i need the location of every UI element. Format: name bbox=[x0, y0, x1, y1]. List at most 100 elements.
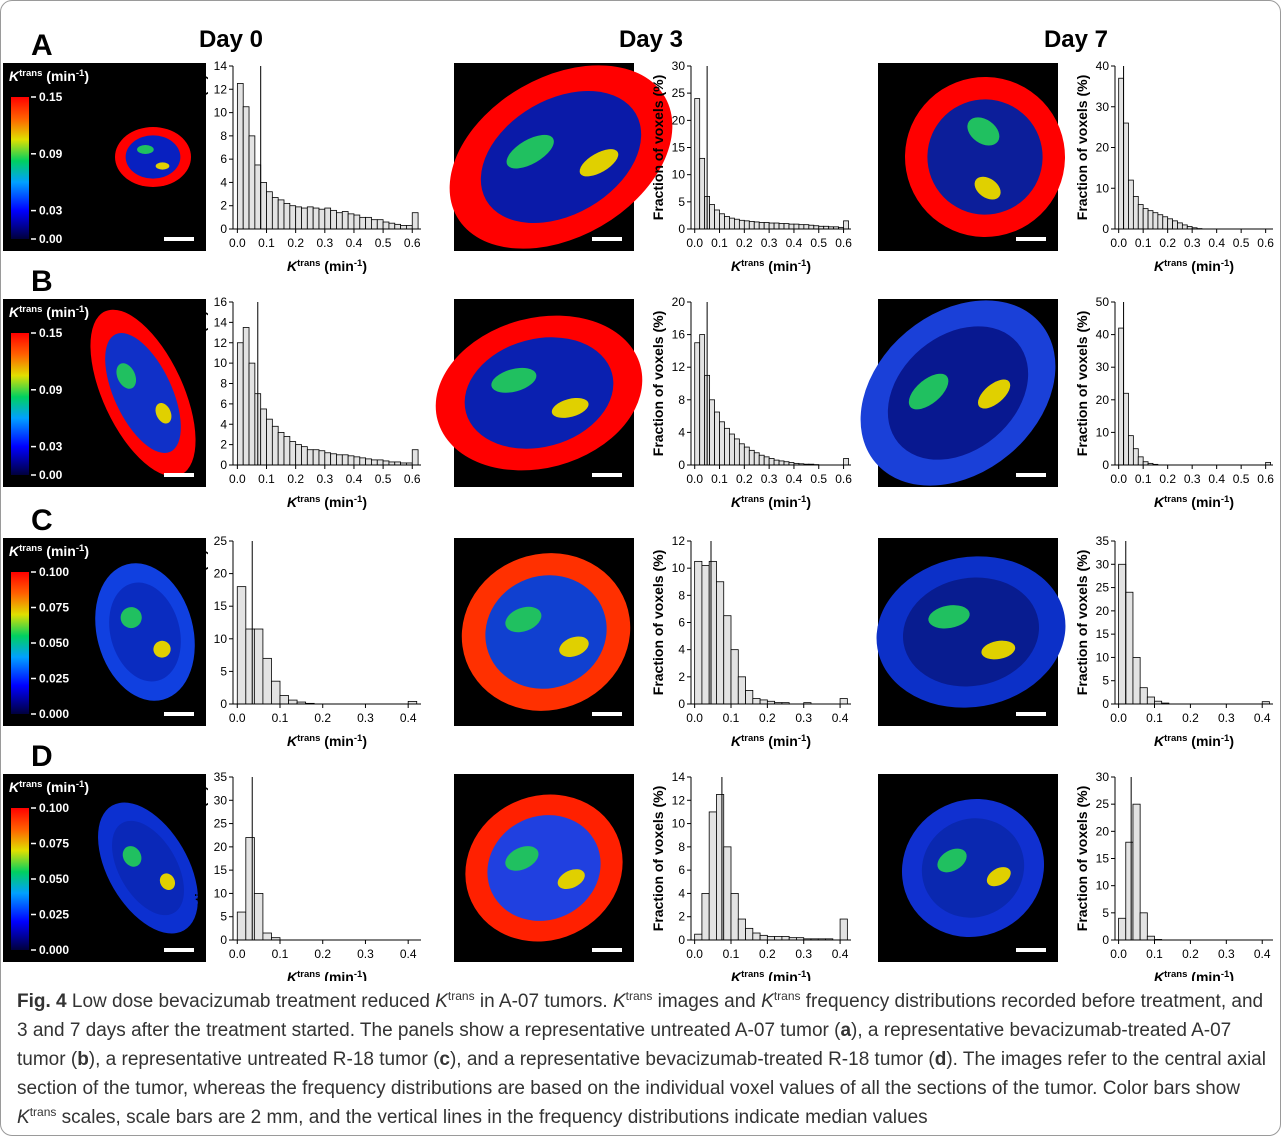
label-part: ) bbox=[84, 68, 89, 84]
x-tick-label: 0.6 bbox=[835, 472, 852, 486]
x-tick-label: 0.5 bbox=[810, 236, 827, 250]
bar bbox=[748, 449, 755, 466]
x-tick-label: 0.3 bbox=[795, 711, 812, 725]
x-tick-label: 0.0 bbox=[229, 947, 246, 961]
y-tick-label: 10 bbox=[1096, 879, 1110, 893]
bar bbox=[1177, 222, 1183, 230]
x-tick-label: 0.2 bbox=[287, 236, 304, 250]
label-part: ) bbox=[806, 258, 811, 274]
label-part: (min bbox=[42, 304, 75, 320]
caption-text: K bbox=[761, 991, 774, 1012]
bar bbox=[759, 699, 768, 705]
caption-text: d bbox=[934, 1049, 947, 1070]
x-tick-label: 0.0 bbox=[229, 711, 246, 725]
tumor-spot bbox=[122, 846, 142, 867]
bar bbox=[719, 213, 725, 230]
bar bbox=[324, 452, 332, 466]
label-part: trans bbox=[19, 304, 42, 315]
colorbar-tick-label: 0.025 bbox=[39, 672, 69, 686]
bar bbox=[245, 837, 255, 941]
x-tick-label: 0.4 bbox=[1208, 472, 1225, 486]
bar bbox=[371, 459, 378, 466]
x-tick-label: 0.1 bbox=[1135, 472, 1152, 486]
tumor-core bbox=[927, 99, 1043, 215]
bar bbox=[283, 202, 291, 230]
bar bbox=[752, 932, 761, 941]
y-tick-label: 15 bbox=[214, 599, 228, 613]
y-tick-label: 0 bbox=[1102, 933, 1109, 947]
bar bbox=[743, 446, 750, 466]
y-axis-label: Fraction of voxels (%) bbox=[1074, 786, 1090, 931]
x-tick-label: 0.1 bbox=[1135, 236, 1152, 250]
y-tick-label: 14 bbox=[672, 770, 686, 784]
x-tick-label: 0.4 bbox=[346, 472, 363, 486]
colorbar-tick-label: 0.03 bbox=[39, 440, 63, 454]
bar bbox=[708, 560, 717, 705]
y-tick-label: 12 bbox=[672, 534, 686, 548]
tumor-core bbox=[487, 815, 601, 921]
y-axis-label: Fraction of voxels (%) bbox=[192, 786, 208, 931]
bar bbox=[262, 657, 272, 705]
label-part: K bbox=[1154, 733, 1165, 749]
tumor-core bbox=[105, 333, 181, 453]
bar bbox=[266, 418, 273, 466]
label-part: trans bbox=[741, 733, 764, 744]
x-axis-label: Ktrans (min-1) bbox=[287, 258, 367, 275]
x-tick-label: 0.2 bbox=[736, 472, 753, 486]
y-axis-label: Fraction of voxels (%) bbox=[1074, 550, 1090, 695]
caption-text: Low dose bevacizumab treatment reduced bbox=[66, 991, 436, 1012]
bar bbox=[295, 444, 302, 466]
bar bbox=[753, 452, 760, 466]
bar bbox=[253, 893, 264, 941]
bar bbox=[716, 581, 725, 705]
x-tick-label: 0.2 bbox=[314, 711, 331, 725]
caption-text: ), a representative untreated R-18 tumor… bbox=[88, 1049, 440, 1070]
x-tick-label: 0.0 bbox=[1110, 236, 1127, 250]
bar bbox=[1162, 216, 1169, 230]
bar bbox=[245, 628, 255, 705]
bar bbox=[808, 224, 815, 230]
bar bbox=[236, 83, 244, 230]
y-tick-label: 25 bbox=[1096, 797, 1110, 811]
bar bbox=[694, 98, 701, 230]
panel-label: A bbox=[31, 29, 53, 62]
x-tick-label: 0.4 bbox=[786, 236, 803, 250]
y-tick-label: 30 bbox=[1096, 100, 1110, 114]
x-tick-label: 0.4 bbox=[346, 236, 363, 250]
bar bbox=[719, 421, 725, 466]
bar bbox=[768, 458, 775, 466]
bar bbox=[277, 199, 285, 230]
bar bbox=[279, 695, 289, 705]
x-tick-label: 0.1 bbox=[1146, 711, 1163, 725]
y-tick-label: 25 bbox=[214, 817, 228, 831]
x-axis-label: Ktrans (min-1) bbox=[287, 733, 367, 750]
bar bbox=[365, 216, 372, 230]
y-tick-label: 30 bbox=[672, 59, 686, 73]
caption-text: ). The images refer to the central axial… bbox=[17, 1049, 1266, 1099]
bar bbox=[793, 223, 800, 230]
y-tick-label: 4 bbox=[678, 886, 685, 900]
label-part: (min bbox=[320, 494, 353, 510]
bar bbox=[324, 207, 332, 230]
bar bbox=[1137, 456, 1144, 466]
label-part: -1 bbox=[1221, 258, 1230, 269]
tumor-spot bbox=[928, 605, 970, 629]
bar bbox=[694, 933, 703, 941]
label-part: K bbox=[287, 494, 298, 510]
bar bbox=[709, 204, 715, 230]
colorbar-tick-label: 0.09 bbox=[39, 147, 63, 161]
y-tick-label: 14 bbox=[214, 315, 228, 329]
bar bbox=[758, 454, 765, 466]
bar bbox=[699, 157, 706, 230]
x-axis-label: Ktrans (min-1) bbox=[731, 969, 811, 982]
label-part: K bbox=[1154, 494, 1165, 510]
y-tick-label: 10 bbox=[1096, 181, 1110, 195]
y-tick-label: 2 bbox=[678, 910, 685, 924]
x-tick-label: 0.4 bbox=[786, 472, 803, 486]
x-tick-label: 0.4 bbox=[1254, 947, 1271, 961]
bar bbox=[336, 212, 343, 230]
bar bbox=[699, 334, 706, 466]
x-axis-label: Ktrans (min-1) bbox=[1154, 969, 1234, 982]
bar bbox=[737, 676, 746, 705]
